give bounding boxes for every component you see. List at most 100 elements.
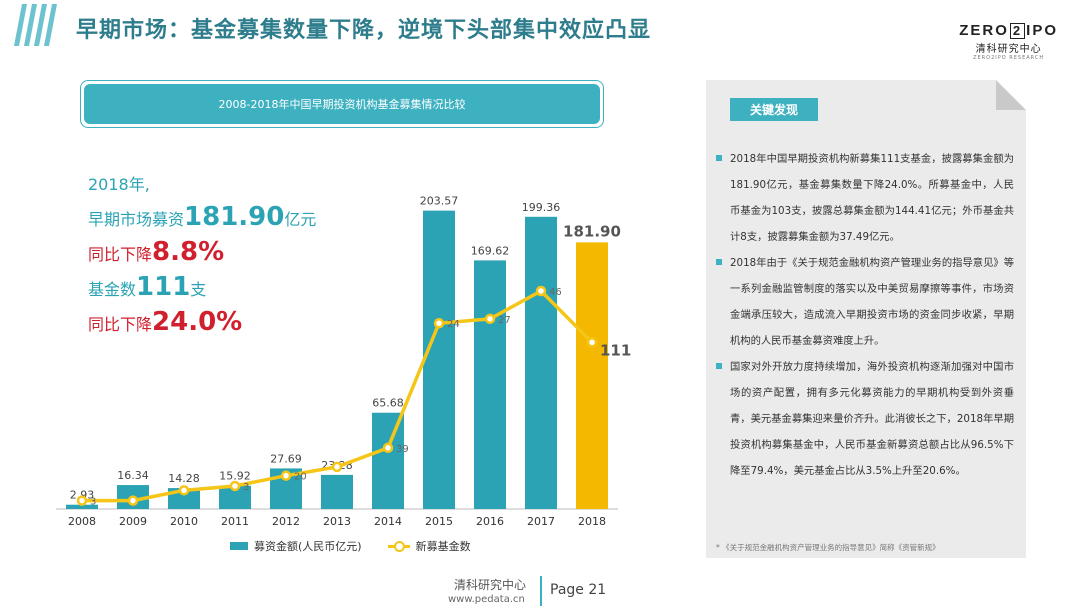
finding-item: 国家对外开放力度持续增加，海外投资机构逐渐加强对中国市场的资产配置，拥有多元化募… (716, 354, 1014, 484)
x-tick-label: 2011 (221, 515, 249, 528)
fund-count-point-2016 (484, 313, 496, 325)
fund-count-label: 20 (294, 472, 307, 483)
highlight-text: 基金数 (88, 280, 137, 299)
highlight-text: 同比下降 (88, 315, 153, 334)
x-tick-label: 2012 (272, 515, 300, 528)
bar-2018 (576, 242, 608, 509)
x-tick-label: 2017 (527, 515, 555, 528)
footer-org-name: 清科研究中心 (454, 578, 527, 592)
logo-subtitle-small: ZERO2IPO RESEARCH (973, 55, 1045, 61)
footnote: * 《关于规范金融机构资产管理业务的指导意见》简称《资管新规》 (716, 543, 940, 552)
highlight-line: 同比下降8.8% (88, 236, 316, 271)
finding-text: 国家对外开放力度持续增加，海外投资机构逐渐加强对中国市场的资产配置，拥有多元化募… (730, 361, 1014, 477)
logo-subtitle: 清科研究中心 (975, 44, 1042, 55)
logo-brand-box: 2 (1009, 23, 1026, 39)
key-findings-title: 关键发现 (730, 98, 819, 121)
x-tick-label: 2018 (578, 515, 606, 528)
highlight-line: 2018年, (88, 168, 316, 201)
highlight-line: 早期市场募资181.90亿元 (88, 201, 316, 236)
x-tick-label: 2008 (68, 515, 96, 528)
bar-2015 (423, 210, 455, 509)
bar-value-label: 65.68 (372, 397, 404, 410)
highlight-line: 同比下降24.0% (88, 306, 316, 341)
highlight-number: 111 (136, 272, 191, 302)
legend-fund-count-label: 新募基金数 (415, 540, 471, 553)
page-fold-decoration (996, 80, 1026, 110)
legend-item-fund-count: 新募基金数 (387, 538, 471, 554)
bullet-square-icon (716, 363, 722, 369)
fund-count-point-2010 (178, 485, 190, 496)
fund-count-point-2013 (331, 461, 343, 473)
fund-count-label: 46 (549, 287, 562, 298)
highlight-text: 支 (190, 280, 207, 299)
bar-value-label: 14.28 (168, 472, 200, 485)
bar-value-label: 203.57 (420, 195, 459, 208)
highlight-text: 亿元 (284, 210, 317, 229)
chart-title: 2008-2018年中国早期投资机构基金募集情况比较 (84, 84, 600, 124)
fund-count-point-2011 (229, 480, 241, 492)
bar-2013 (321, 474, 353, 509)
footer-divider (540, 576, 542, 606)
fund-count-point-2015 (433, 317, 445, 329)
bar-value-label: 15.92 (219, 470, 251, 483)
legend-item-amount: 募资金额(人民币亿元) (230, 538, 362, 554)
highlight-text: 早期市场募资 (88, 210, 185, 229)
bar-2014 (372, 412, 404, 509)
bar-2017 (525, 216, 557, 509)
finding-item: 2018年中国早期投资机构新募集111支基金，披露募集金额为181.90亿元，基… (716, 146, 1014, 250)
finding-text: 2018年中国早期投资机构新募集111支基金，披露募集金额为181.90亿元，基… (730, 153, 1014, 243)
fund-count-label: 24 (447, 319, 460, 330)
key-findings-list: 2018年中国早期投资机构新募集111支基金，披露募集金额为181.90亿元，基… (716, 146, 1014, 484)
fundraising-chart: 2.93 2008 16.34 2009 14.28 2010 15.92 2011 27.69… (56, 195, 631, 528)
highlight-number: 8.8% (152, 237, 225, 267)
x-tick-label: 2009 (119, 515, 147, 528)
highlight-text: 2018年, (88, 175, 150, 194)
x-tick-label: 2016 (476, 515, 504, 528)
highlight-text: 同比下降 (88, 245, 153, 264)
bullet-square-icon (716, 155, 722, 161)
page-title: 早期市场：基金募集数量下降，逆境下头部集中效应凸显 (76, 18, 652, 43)
footer-url: www.pedata.cn (448, 594, 525, 605)
x-tick-label: 2014 (374, 515, 402, 528)
bar-value-label: 181.90 (563, 222, 621, 240)
chart-title-banner: 2008-2018年中国早期投资机构基金募集情况比较 (80, 80, 604, 128)
key-highlights: 2018年, 早期市场募资181.90亿元 同比下降8.8% 基金数111支 同比下降2… (88, 168, 316, 341)
bar-2016 (474, 260, 506, 509)
bar-value-label: 199.36 (522, 201, 561, 214)
fund-count-point-2009 (127, 495, 139, 506)
key-findings-panel: 关键发现 2018年中国早期投资机构新募集111支基金，披露募集金额为181.9… (706, 80, 1026, 558)
legend-amount-label: 募资金额(人民币亿元) (254, 540, 362, 553)
finding-item: 2018年由于《关于规范金融机构资产管理业务的指导意见》等一系列金融监管制度的落… (716, 250, 1014, 354)
fund-count-label: 3 (243, 482, 249, 493)
fund-count-label: 111 (600, 341, 631, 359)
x-tick-label: 2015 (425, 515, 453, 528)
highlight-number: 24.0% (152, 307, 243, 337)
fund-count-label: 39 (396, 444, 409, 455)
page-number: Page 21 (550, 582, 607, 598)
bar-value-label: 169.62 (471, 244, 510, 257)
fund-count-point-2014 (382, 442, 394, 454)
chart-legend: 募资金额(人民币亿元) 新募基金数 (230, 538, 471, 554)
highlight-number: 181.90 (184, 202, 285, 232)
x-tick-label: 2010 (170, 515, 198, 528)
bar-value-label: 27.69 (270, 452, 302, 465)
logo-brand-right: IPO (1026, 22, 1058, 39)
bar-value-label: 16.34 (117, 469, 149, 482)
bar-value-label: 2.93 (70, 489, 95, 502)
fund-count-label: 3 (90, 497, 96, 508)
bar-2011 (219, 485, 251, 509)
fund-count-point-2012 (280, 470, 292, 481)
fund-count-point-2008 (76, 495, 88, 506)
logo-brand-left: ZERO (959, 22, 1009, 39)
finding-text: 2018年由于《关于规范金融机构资产管理业务的指导意见》等一系列金融监管制度的落… (730, 257, 1014, 347)
highlight-line: 基金数111支 (88, 271, 316, 306)
legend-line-swatch (387, 541, 410, 552)
fund-count-point-2018 (586, 337, 598, 348)
x-tick-label: 2013 (323, 515, 351, 528)
zero2ipo-logo: ZERO 2 IPO 清科研究中心 ZERO2IPO RESEARCH (959, 22, 1058, 61)
bullet-square-icon (716, 259, 722, 265)
legend-bar-swatch (230, 542, 248, 550)
fund-count-label: 27 (498, 315, 511, 326)
header-stripes-decoration (14, 4, 57, 46)
fund-count-point-2017 (535, 285, 547, 297)
